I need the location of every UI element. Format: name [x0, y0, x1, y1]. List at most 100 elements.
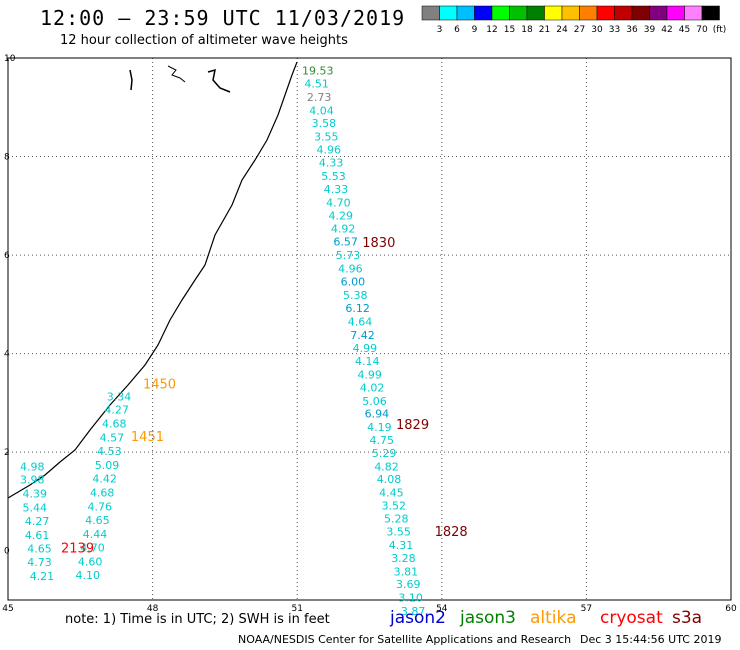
axis-tick-labels: 45 48 51 54 57 60 10 8 6 4 2 0 [2, 54, 737, 614]
wave-height-value: 4.08 [377, 473, 402, 486]
y-tick-label: 6 [4, 251, 10, 261]
wave-height-value: 4.33 [324, 183, 349, 196]
altimeter-tracks: 19.534.512.734.043.583.554.964.335.534.3… [20, 64, 425, 618]
colorbar-label: 21 [539, 25, 550, 35]
island-2 [167, 65, 186, 83]
wave-height-value: 19.53 [302, 64, 334, 77]
wave-height-value: 3.34 [107, 390, 132, 403]
wave-height-value: 4.65 [27, 543, 51, 556]
wave-height-value: 4.51 [304, 78, 329, 91]
x-tick-label: 54 [436, 604, 448, 614]
colorbar-label: 27 [574, 25, 585, 35]
y-tick-label: 8 [4, 153, 10, 163]
wave-height-value: 4.27 [104, 404, 128, 417]
legend-jason3: jason3 [460, 608, 516, 628]
wave-height-value: 4.04 [309, 105, 334, 118]
colorbar-swatch [439, 5, 458, 21]
footer-date: Dec 3 15:44:56 UTC 2019 [580, 633, 722, 646]
wave-height-value: 4.19 [367, 421, 392, 434]
x-tick-label: 48 [147, 604, 159, 614]
pass-time-label: 1451 [131, 430, 164, 445]
wave-height-value: 4.70 [326, 196, 351, 209]
colorbar-swatch [544, 5, 563, 21]
pass-time-labels: 1830 1829 1828 1450 1451 2139 [61, 236, 468, 556]
wave-height-value: 5.09 [95, 459, 120, 472]
colorbar-swatch [666, 5, 685, 21]
wave-height-value: 4.57 [100, 431, 125, 444]
wave-height-value: 4.21 [30, 570, 55, 583]
colorbar-swatch [579, 5, 598, 21]
colorbar-label: 12 [486, 25, 497, 35]
wave-height-value: 3.81 [394, 565, 419, 578]
wave-height-value: 4.76 [88, 500, 113, 513]
wave-height-value: 3.55 [386, 525, 411, 538]
legend-altika: altika [530, 608, 577, 628]
colorbar-swatch [491, 5, 510, 21]
colorbar-label: 33 [609, 25, 620, 35]
wave-height-value: 4.02 [360, 382, 385, 395]
wave-height-value: 3.10 [398, 591, 423, 604]
wave-height-value: 4.96 [316, 144, 341, 157]
colorbar-swatch [456, 5, 475, 21]
map-subtitle: 12 hour collection of altimeter wave hei… [60, 33, 348, 48]
wave-height-value: 3.55 [314, 130, 339, 143]
wave-height-value: 4.73 [27, 556, 51, 569]
y-tick-label: 2 [4, 448, 10, 458]
pass-time-label: 2139 [61, 542, 94, 557]
colorbar-swatch [596, 5, 615, 21]
pass-time-label: 1830 [362, 236, 395, 251]
wave-height-value: 2.73 [307, 91, 332, 104]
colorbar-swatch [701, 5, 720, 21]
wave-height-value: 5.38 [343, 289, 368, 302]
island-1 [129, 69, 133, 91]
y-tick-label: 4 [4, 350, 10, 360]
colorbar-label: 9 [472, 25, 478, 35]
colorbar-swatch [684, 5, 703, 21]
wave-height-value: 4.44 [83, 528, 108, 541]
colorbar-label: 3 [437, 25, 443, 35]
wave-height-value: 4.53 [97, 445, 122, 458]
wave-height-value: 4.29 [329, 210, 354, 223]
pass-time-label: 1450 [143, 378, 176, 393]
legend-s3a: s3a [672, 608, 703, 628]
colorbar-swatch [631, 5, 650, 21]
colorbar-swatch [421, 5, 440, 21]
wave-height-value: 5.28 [384, 513, 409, 526]
wave-height-value: 4.42 [92, 473, 117, 486]
plot-frame [7, 57, 732, 601]
wave-height-value: 4.99 [353, 342, 378, 355]
wave-height-value: 3.52 [382, 499, 407, 512]
wave-height-value: 4.96 [338, 262, 363, 275]
africa-coastline [7, 61, 298, 499]
wave-height-value: 4.99 [357, 368, 382, 381]
wave-height-value: 6.00 [341, 276, 366, 289]
colorbar-label: (ft) [713, 25, 727, 35]
pass-time-label: 1828 [435, 525, 468, 540]
island-3 [207, 68, 231, 93]
x-tick-label: 51 [291, 604, 302, 614]
colorbar-label: 30 [591, 25, 603, 35]
x-tick-label: 60 [725, 604, 737, 614]
x-tick-label: 57 [581, 604, 592, 614]
wave-height-value: 4.60 [78, 556, 103, 569]
coastline [7, 61, 298, 499]
colorbar-label: 15 [504, 25, 515, 35]
wave-height-value: 4.70 [80, 542, 105, 555]
colorbar-label: 6 [454, 25, 460, 35]
legend-cryosat: cryosat [600, 608, 663, 628]
track-west-a: 4.983.984.395.444.274.614.654.734.21 [20, 460, 54, 582]
wave-height-value: 4.14 [355, 355, 380, 368]
wave-height-value: 6.57 [333, 236, 358, 249]
map-title: 12:00 – 23:59 UTC 11/03/2019 [40, 6, 406, 30]
wave-height-value: 4.27 [25, 515, 50, 528]
pass-time-label: 1829 [396, 418, 429, 433]
track-west-b: 3.344.274.684.574.535.094.424.684.764.65… [75, 390, 131, 581]
colorbar-label: 45 [679, 25, 690, 35]
wave-height-value: 3.69 [396, 578, 421, 591]
colorbar-label: 70 [696, 25, 708, 35]
wave-height-value: 7.42 [350, 329, 375, 342]
wave-height-value: 4.65 [85, 514, 110, 527]
wave-height-value: 5.29 [372, 447, 397, 460]
wave-height-value: 3.28 [391, 552, 416, 565]
